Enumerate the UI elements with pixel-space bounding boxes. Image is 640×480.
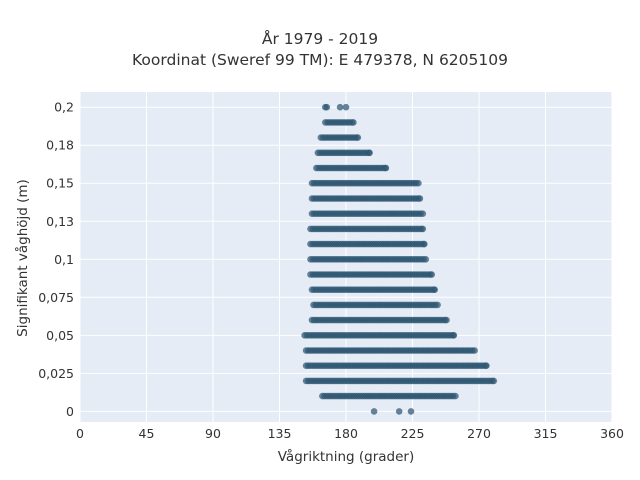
data-point: [471, 347, 478, 354]
data-point: [490, 377, 498, 385]
data-point: [450, 332, 458, 339]
chart-title-line-1: År 1979 - 2019: [261, 30, 379, 48]
x-tick-labels: 0 45 90 135 180 225 270 315 360: [76, 426, 624, 441]
y-tick-label: 0,2: [54, 100, 74, 115]
x-axis-label: Vågriktning (grader): [278, 448, 415, 465]
data-point: [382, 164, 390, 172]
y-tick-labels: 0 0,025 0,05 0,075 0,1 0,13 0,15 0,18 0,2: [38, 100, 74, 419]
data-point: [336, 103, 344, 111]
y-tick-label: 0,025: [38, 366, 74, 381]
x-tick-label: 360: [600, 426, 624, 441]
chart-title-line-2: Koordinat (Sweref 99 TM): E 479378, N 62…: [132, 51, 508, 69]
data-points: [301, 103, 498, 415]
x-tick-label: 180: [334, 426, 358, 441]
data-point: [342, 103, 350, 111]
data-point: [323, 103, 331, 111]
data-point: [443, 316, 450, 324]
y-tick-label: 0,1: [54, 252, 74, 267]
y-tick-label: 0,05: [46, 328, 74, 343]
data-point: [434, 301, 441, 309]
y-tick-label: 0: [66, 404, 74, 419]
x-tick-label: 270: [467, 426, 491, 441]
data-point: [428, 271, 436, 278]
x-tick-label: 90: [205, 426, 221, 441]
data-point: [395, 408, 403, 415]
data-point: [419, 225, 427, 233]
data-point: [366, 149, 373, 157]
y-tick-label: 0,18: [46, 138, 74, 153]
x-tick-label: 135: [268, 426, 292, 441]
x-tick-label: 225: [401, 426, 425, 441]
x-tick-label: 0: [76, 426, 84, 441]
x-tick-label: 315: [534, 426, 558, 441]
data-point: [354, 134, 362, 141]
x-tick-label: 45: [139, 426, 155, 441]
data-point: [407, 408, 415, 415]
data-point: [483, 362, 490, 370]
data-point: [422, 255, 430, 263]
data-point: [370, 408, 378, 415]
data-point: [350, 119, 357, 126]
y-tick-label: 0,13: [46, 214, 74, 229]
data-point: [431, 286, 439, 294]
y-tick-label: 0,075: [38, 290, 74, 305]
data-point: [415, 179, 422, 187]
y-axis-label: Signifikant våghöjd (m): [14, 179, 31, 337]
data-point: [419, 210, 427, 217]
data-point: [416, 195, 424, 202]
data-point: [421, 240, 428, 248]
data-point: [452, 392, 459, 400]
y-tick-label: 0,15: [46, 176, 74, 191]
